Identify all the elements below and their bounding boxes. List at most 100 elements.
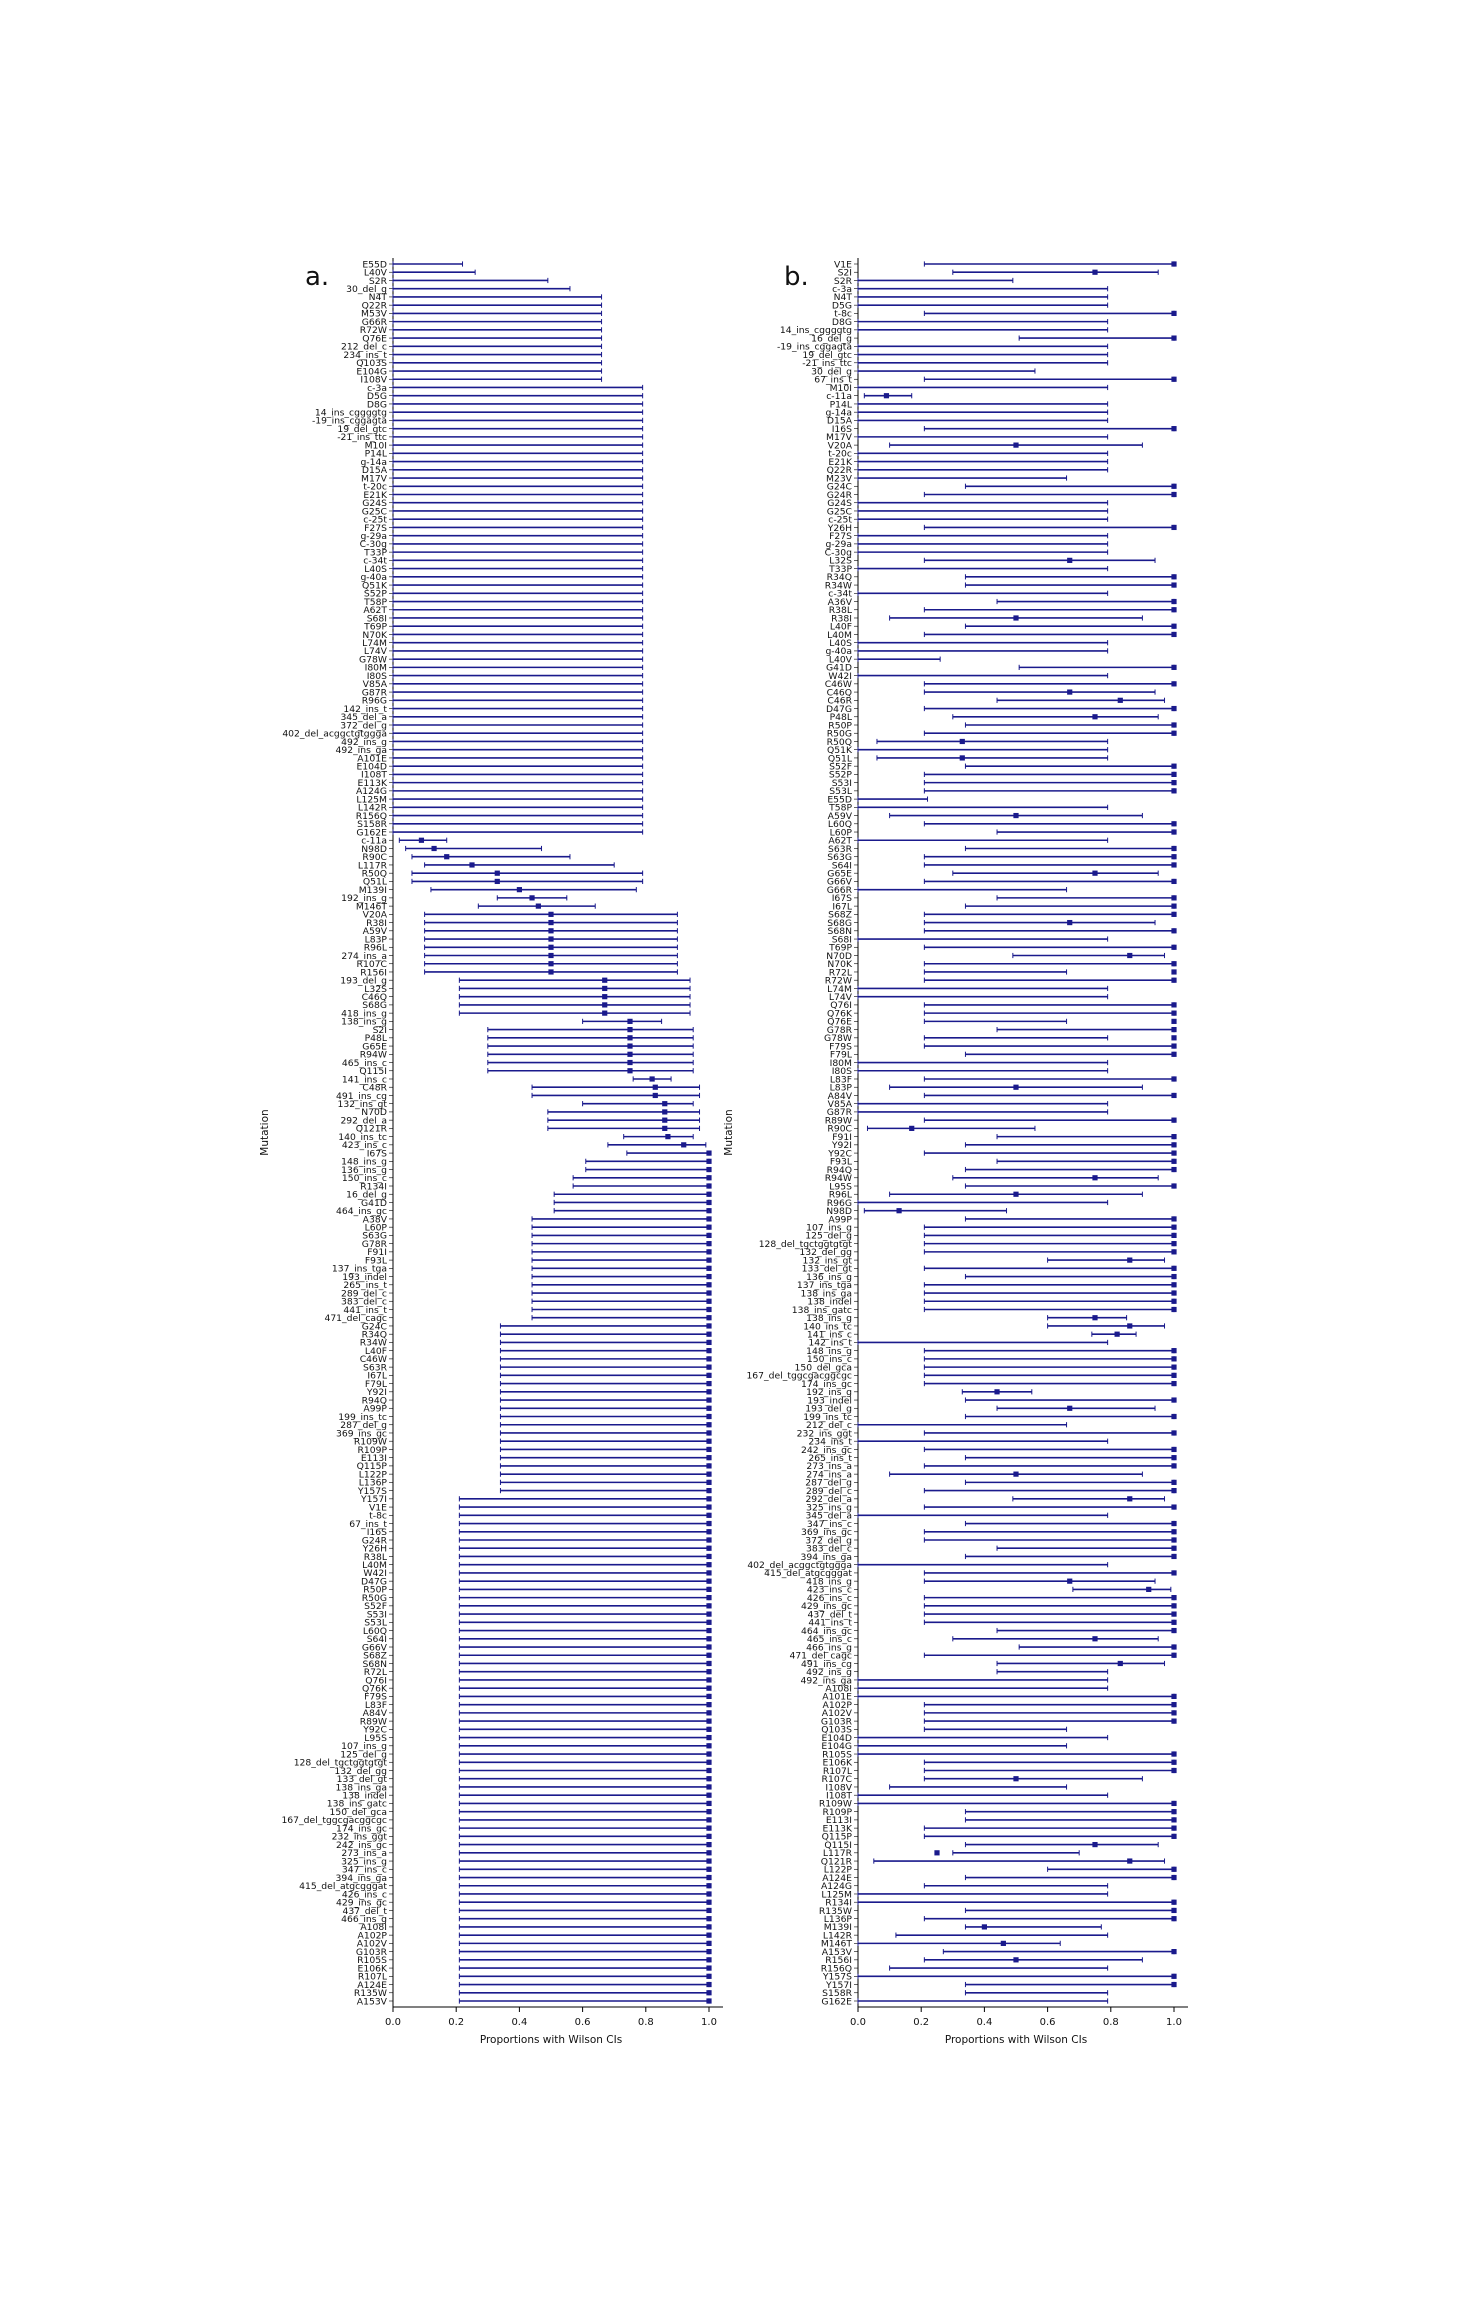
data-point [706, 1166, 712, 1173]
y-tick-label: R156I [360, 967, 387, 978]
data-point [706, 1496, 712, 1502]
y-tick-label: A62T [828, 836, 852, 847]
y-tick-label: L125M [821, 1889, 852, 1900]
data-point [1171, 1767, 1177, 1774]
data-point [662, 1117, 668, 1123]
y-tick-label: E113K [358, 778, 388, 789]
y-tick-label: E104D [821, 1733, 852, 1744]
y-tick-label: R89W [360, 1716, 387, 1727]
data-point [706, 1973, 712, 1979]
y-tick-label: 466_ins_g [341, 1914, 387, 1925]
data-point [706, 1866, 712, 1872]
data-point [706, 1356, 712, 1362]
y-tick-label: 107_ins_g [341, 1741, 387, 1752]
y-tick-label: 150_ins_c [807, 1354, 852, 1365]
data-point [1171, 821, 1177, 827]
y-tick-label: S68I [832, 934, 852, 945]
y-tick-label: 441_ins_t [808, 1618, 852, 1629]
y-tick-label: M146T [356, 901, 388, 912]
y-tick-label: F27S [364, 523, 387, 534]
y-tick-label: G78W [824, 1033, 852, 1044]
y-tick-label: Q51L [363, 877, 388, 888]
y-tick-label: E113I [826, 1815, 852, 1826]
data-point [706, 1282, 712, 1288]
x-tick-label: 1.0 [1166, 2017, 1182, 2028]
y-tick-label: Q51K [362, 580, 388, 591]
data-point [1171, 1504, 1177, 1510]
data-point [1171, 1397, 1177, 1403]
y-tick-label: c-11a [361, 836, 387, 847]
y-axis-label: Mutation [723, 1109, 735, 1155]
data-point [706, 1158, 712, 1164]
y-tick-label: A102V [357, 1939, 388, 1950]
y-tick-label: A108I [360, 1922, 387, 1933]
y-tick-label: L74V [364, 646, 388, 657]
y-tick-label: S53I [832, 778, 852, 789]
data-point [1171, 878, 1177, 885]
y-tick-label: G66R [362, 317, 388, 328]
y-tick-label: 426_ins_c [807, 1593, 852, 1604]
y-tick-label: L83P [365, 934, 388, 945]
data-point [444, 854, 450, 860]
data-point [706, 1603, 712, 1609]
y-tick-label: S68Z [363, 1651, 387, 1662]
y-tick-label: 369_ins_gc [336, 1428, 387, 1439]
y-tick-label: A101E [822, 1692, 852, 1703]
data-point [1171, 1545, 1177, 1551]
y-tick-label: g-14a [360, 457, 387, 468]
y-tick-label: L60P [830, 827, 853, 838]
y-tick-label: M139I [359, 885, 387, 896]
data-point [1171, 1833, 1177, 1839]
y-tick-label: R156Q [356, 811, 387, 822]
y-tick-label: L60Q [363, 1626, 387, 1637]
y-tick-label: I67S [367, 1148, 387, 1159]
y-tick-label: Q115P [822, 1832, 853, 1843]
y-tick-label: C46W [825, 679, 852, 690]
y-tick-label: Y157S [357, 1486, 387, 1497]
y-tick-label: -21_ins_ttc [802, 358, 852, 369]
data-point [1171, 1430, 1177, 1436]
y-tick-label: M17V [826, 432, 853, 443]
y-tick-label: 492_ins_ga [800, 1675, 852, 1686]
data-point [706, 1916, 712, 1922]
data-point [1171, 1092, 1177, 1099]
data-point [662, 1125, 668, 1131]
y-tick-label: Q22R [362, 300, 388, 311]
y-tick-label: Q103S [356, 358, 387, 369]
data-point [1092, 1315, 1098, 1321]
data-point [1127, 1858, 1133, 1864]
data-point [706, 1693, 712, 1700]
y-tick-label: 347_ins_c [342, 1865, 387, 1876]
panel-label: a. [305, 262, 329, 292]
data-point [652, 1084, 658, 1090]
data-point [1171, 1043, 1177, 1049]
y-tick-label: 167_del_tggcgacggcgc [746, 1371, 852, 1382]
data-point [706, 1677, 712, 1683]
data-point [548, 919, 554, 926]
y-tick-label: I67L [832, 901, 852, 912]
y-tick-label: 141_ins_c [807, 1330, 852, 1341]
data-point [1171, 895, 1177, 901]
y-tick-label: 402_del_acggctgtggga [747, 1560, 852, 1571]
y-tick-label: 274_ins_a [806, 1469, 852, 1480]
y-tick-label: c-3a [832, 284, 852, 295]
data-point [1013, 812, 1019, 819]
y-tick-label: 142_ins_t [808, 1338, 852, 1349]
data-point [706, 1817, 712, 1823]
data-point [1171, 582, 1177, 588]
y-tick-label: G41D [361, 1198, 387, 1209]
data-point [1171, 1652, 1177, 1658]
data-point [1171, 623, 1177, 629]
y-tick-label: S68Z [828, 910, 852, 921]
y-tick-label: I108T [826, 1791, 852, 1802]
data-point [706, 1479, 712, 1485]
y-tick-label: 492_ins_g [341, 737, 387, 748]
y-tick-label: E104G [821, 1741, 852, 1752]
y-tick-label: R105S [822, 1749, 852, 1760]
data-point [1092, 870, 1098, 876]
y-tick-label: 133_del_gt [337, 1774, 388, 1785]
data-point [1171, 1479, 1177, 1485]
y-tick-label: 273_ins_a [806, 1461, 852, 1472]
y-tick-label: g-14a [825, 407, 852, 418]
y-tick-label: 192_ins_g [341, 893, 387, 904]
